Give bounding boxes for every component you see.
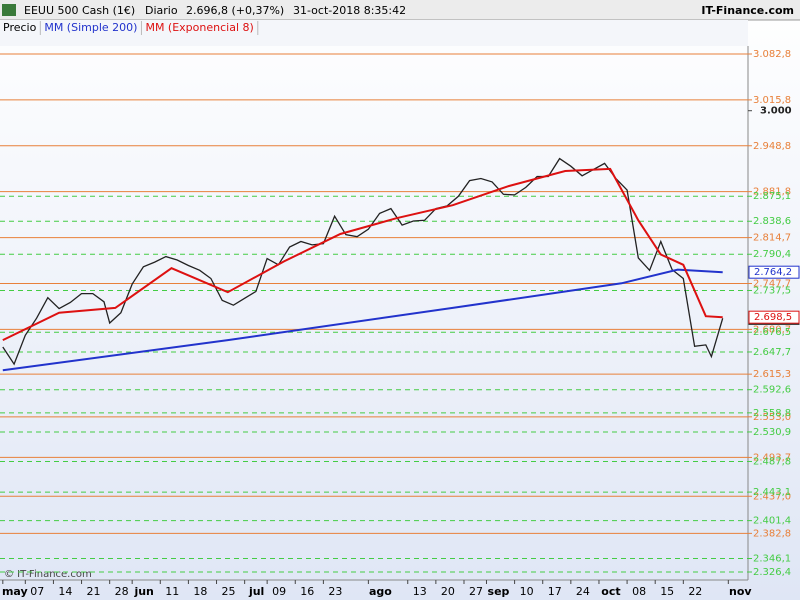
level-label: 2.814,7 xyxy=(753,233,791,244)
level-label: 2.948,8 xyxy=(753,141,791,152)
level-label: 2.487,8 xyxy=(753,456,791,467)
x-tick-label: ago xyxy=(369,585,392,598)
level-label: 2.558,8 xyxy=(753,408,791,419)
level-label: 2.346,1 xyxy=(753,553,791,564)
series-line xyxy=(2,167,723,341)
level-label: 3.082,8 xyxy=(753,49,791,60)
price-tag xyxy=(748,265,800,279)
level-label: 2.615,3 xyxy=(753,369,791,380)
level-label: 2.437,0 xyxy=(753,491,791,502)
x-tick-label: 16 xyxy=(300,585,314,598)
level-label: 2.676,5 xyxy=(753,327,791,338)
x-tick-label: jul xyxy=(248,585,264,598)
logo xyxy=(2,4,16,16)
x-tick-label: 24 xyxy=(576,585,590,598)
level-label: 2.530,9 xyxy=(753,427,791,438)
x-tick-label: 10 xyxy=(520,585,534,598)
x-tick-label: oct xyxy=(601,585,620,598)
x-tick-label: 28 xyxy=(115,585,129,598)
level-label: 2.326,4 xyxy=(753,567,791,578)
period: Diario xyxy=(145,4,178,17)
x-tick-label: jun xyxy=(133,585,153,598)
x-tick-label: nov xyxy=(729,585,752,598)
level-label: 2.875,1 xyxy=(753,191,791,202)
level-label: 2.382,8 xyxy=(753,528,791,539)
x-tick-label: may xyxy=(2,585,28,598)
x-tick-label: 15 xyxy=(660,585,674,598)
x-tick-label: sep xyxy=(488,585,510,598)
x-tick-label: 21 xyxy=(87,585,101,598)
legend-bar xyxy=(0,20,748,46)
x-tick-label: 11 xyxy=(165,585,179,598)
level-label: 2.647,7 xyxy=(753,347,791,358)
level-label: 2.790,4 xyxy=(753,249,791,260)
instrument: EEUU 500 Cash (1€) xyxy=(24,4,135,17)
price-tag xyxy=(748,310,800,324)
x-tick-label: 22 xyxy=(688,585,702,598)
level-label: 2.881,8 xyxy=(753,187,791,198)
legend-entry: MM (Exponencial 8) xyxy=(145,21,253,34)
last-quote: 2.696,8 (+0,37%) xyxy=(186,4,284,17)
legend-entry: Precio xyxy=(3,21,37,34)
timestamp: 31-oct-2018 8:35:42 xyxy=(293,4,406,17)
x-tick-label: 20 xyxy=(441,585,455,598)
brand: IT-Finance.com xyxy=(701,4,794,17)
level-label: 2.553,0 xyxy=(753,412,791,423)
level-label: 2.838,6 xyxy=(753,216,791,227)
x-tick-label: 13 xyxy=(413,585,427,598)
x-tick-label: 25 xyxy=(222,585,236,598)
x-tick-label: 14 xyxy=(58,585,72,598)
level-label: 2.401,4 xyxy=(753,516,791,527)
level-label: 2.737,5 xyxy=(753,285,791,296)
level-label: 2.493,7 xyxy=(753,452,791,463)
series-line xyxy=(2,157,724,366)
level-label: 2.592,6 xyxy=(753,385,791,396)
x-tick-label: 18 xyxy=(193,585,207,598)
legend-entry: MM (Simple 200) xyxy=(44,21,137,34)
price-tag-label: 2.764,2 xyxy=(754,267,792,278)
copyright: © IT-Finance.com xyxy=(4,569,92,580)
level-label: 2.443,1 xyxy=(753,487,791,498)
x-tick-label: 07 xyxy=(30,585,44,598)
x-tick-label: 17 xyxy=(548,585,562,598)
header-bar xyxy=(0,0,800,20)
price-tag-label: 2.698,5 xyxy=(754,312,792,323)
level-label: 2.747,7 xyxy=(753,278,791,289)
x-tick-label: 09 xyxy=(272,585,286,598)
y-tick-label: 3.000 xyxy=(760,106,792,117)
x-tick-label: 23 xyxy=(328,585,342,598)
x-tick-label: 27 xyxy=(469,585,483,598)
level-label: 2.680,7 xyxy=(753,324,791,335)
x-tick-label: 08 xyxy=(632,585,646,598)
level-label: 3.015,8 xyxy=(753,95,791,106)
